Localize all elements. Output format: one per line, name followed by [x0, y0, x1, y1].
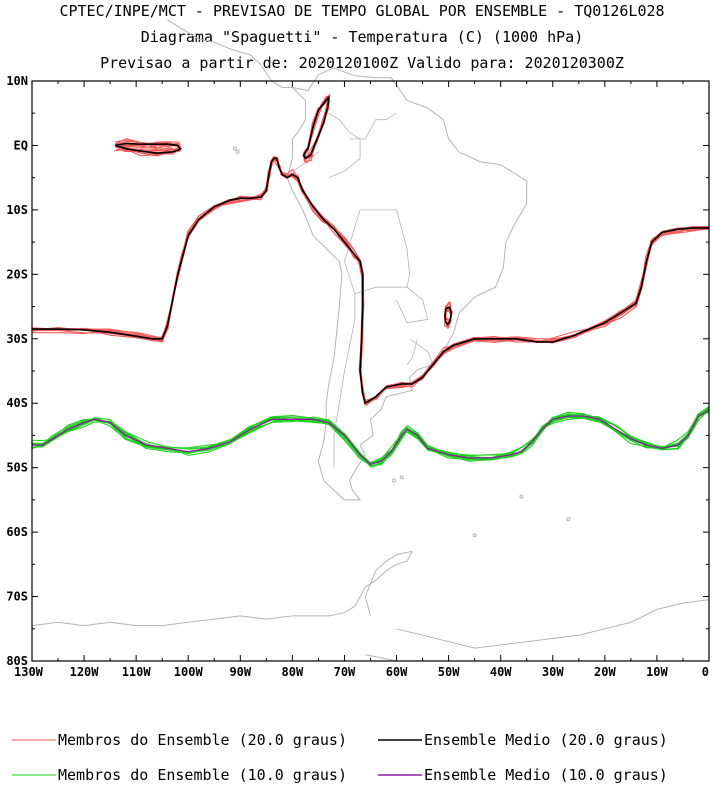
- island: [472, 533, 477, 538]
- x-tick-label: 20W: [594, 665, 616, 679]
- ensemble-member-line: [32, 158, 709, 402]
- map-coastlines: [31, 19, 710, 662]
- ensemble-member-line: [31, 411, 710, 466]
- country-border: [349, 112, 397, 140]
- legend-label: Ensemble Medio (20.0 graus): [424, 731, 668, 749]
- ensemble-member-line: [31, 158, 709, 403]
- x-tick-label: 130W: [14, 665, 44, 679]
- chart-title: CPTEC/INPE/MCT - PREVISAO DE TEMPO GLOBA…: [59, 2, 664, 20]
- chart-subtitle: Diagrama "Spaguetti" - Temperatura (C) (…: [141, 28, 584, 46]
- coastline: [364, 550, 413, 617]
- island: [399, 475, 404, 480]
- ensemble-mean-line: [115, 142, 182, 154]
- ensemble-member-line: [32, 410, 709, 464]
- x-tick-label: 110W: [122, 665, 152, 679]
- y-tick-label: 30S: [6, 332, 28, 346]
- coastline: [396, 599, 710, 649]
- country-border: [328, 112, 361, 179]
- coastline: [31, 551, 413, 627]
- legend: Membros do Ensemble (20.0 graus) Ensemble…: [12, 731, 668, 784]
- ensemble-member-line: [31, 155, 709, 404]
- legend-label: Ensemble Medio (10.0 graus): [424, 766, 668, 784]
- ensemble-member-line: [31, 159, 710, 405]
- country-border: [344, 209, 411, 295]
- plot-frame: [31, 80, 710, 662]
- x-tick-label: 100W: [174, 665, 204, 679]
- plot-axes: 130W 120W 110W 100W 90W 80W 70W 60W 50W 40W 30W 20W…: [6, 74, 710, 679]
- x-tick-label: 120W: [70, 665, 100, 679]
- ensemble-mean-line: [32, 157, 709, 404]
- country-border: [292, 151, 319, 172]
- legend-label: Membros do Ensemble (10.0 graus): [58, 766, 347, 784]
- y-tick-label: 60S: [6, 525, 28, 539]
- ensemble-means: [32, 96, 710, 466]
- ensemble-member-line: [31, 156, 710, 404]
- island: [566, 517, 571, 522]
- y-tick-label: 20S: [6, 267, 28, 281]
- ensemble-member-line: [32, 156, 710, 403]
- ensemble-mean-line: [32, 409, 710, 466]
- x-tick-label: 10W: [646, 665, 668, 679]
- x-tick-label: 80W: [282, 665, 304, 679]
- y-tick-label: EQ: [14, 138, 28, 152]
- island: [235, 149, 240, 154]
- y-tick-label: 10N: [6, 74, 28, 88]
- country-border: [396, 286, 429, 324]
- country-border: [406, 338, 418, 365]
- ensemble-member-line: [32, 156, 709, 407]
- country-border: [333, 293, 356, 468]
- ensemble-mean-line: [303, 96, 330, 160]
- x-tick-label: 30W: [542, 665, 564, 679]
- ensemble-member-line: [31, 156, 709, 404]
- y-tick-label: 40S: [6, 396, 28, 410]
- ensemble-member-line: [30, 158, 710, 404]
- x-tick-label: 0: [702, 665, 709, 679]
- x-tick-label: 50W: [438, 665, 460, 679]
- y-tick-label: 50S: [6, 461, 28, 475]
- island: [519, 494, 524, 499]
- x-tick-label: 70W: [334, 665, 356, 679]
- y-tick-label: 70S: [6, 590, 28, 604]
- coastline: [167, 19, 293, 88]
- ensemble-mean-line: [444, 306, 452, 326]
- x-tick-label: 60W: [386, 665, 408, 679]
- ensemble-member-line: [32, 160, 709, 405]
- coastline: [286, 67, 528, 501]
- ensemble-member-line: [115, 141, 181, 157]
- y-tick-label: 80S: [6, 654, 28, 668]
- island: [233, 146, 238, 151]
- coastline: [365, 654, 397, 662]
- x-tick-label: 40W: [490, 665, 512, 679]
- chart-validity: Previsao a partir de: 2020120100Z Valido…: [100, 54, 624, 72]
- country-border: [409, 338, 434, 365]
- legend-label: Membros do Ensemble (20.0 graus): [58, 731, 347, 749]
- ensemble-member-line: [31, 157, 709, 404]
- y-tick-label: 10S: [6, 203, 28, 217]
- x-tick-label: 90W: [229, 665, 251, 679]
- island: [391, 478, 396, 483]
